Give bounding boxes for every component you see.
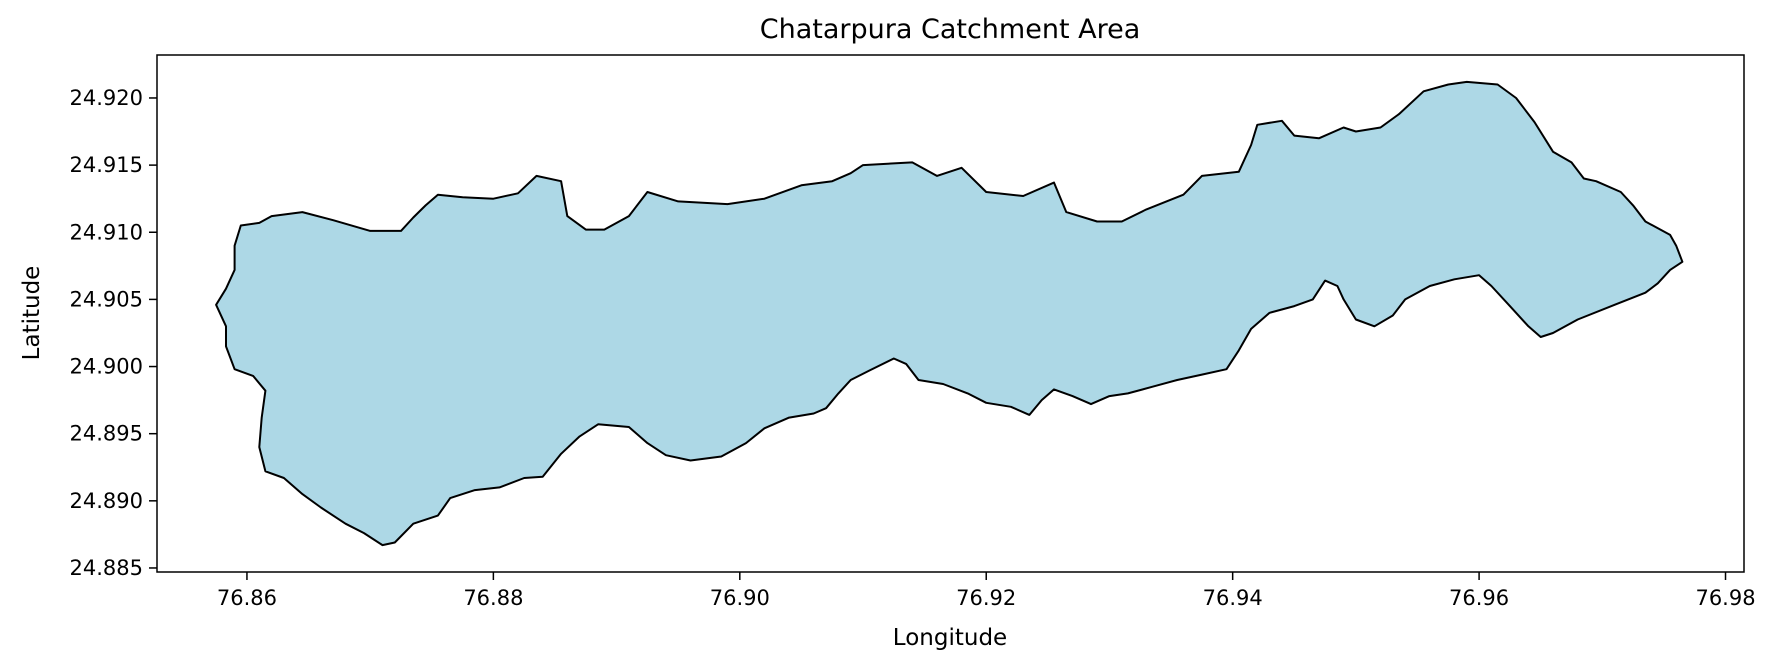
y-tick-label: 24.920 [70,86,143,110]
x-axis: 76.86 76.88 76.90 76.92 76.94 76.96 76.98 [217,572,1756,610]
catchment-area-polygon [215,80,1684,547]
y-axis-label: Latitude [19,266,45,361]
axes-frame [156,54,1745,573]
x-tick-label: 76.88 [463,586,523,610]
x-tick-label: 76.94 [1203,586,1263,610]
chart-title: Chatarpura Catchment Area [760,14,1141,45]
y-tick-label: 24.905 [70,287,143,311]
y-tick-label: 24.895 [70,422,143,446]
x-tick-label: 76.92 [956,586,1016,610]
y-tick-label: 24.885 [70,556,143,580]
y-tick-label: 24.910 [70,220,143,244]
x-axis-label: Longitude [893,625,1007,651]
plot-area [215,80,1684,547]
y-tick-label: 24.915 [70,153,143,177]
y-axis: 24.885 24.890 24.895 24.900 24.905 24.910 24.9… [70,86,157,580]
y-tick-label: 24.890 [70,489,143,513]
x-tick-label: 76.98 [1695,586,1755,610]
x-tick-label: 76.96 [1449,586,1509,610]
y-tick-label: 24.900 [70,355,143,379]
x-tick-label: 76.86 [217,586,277,610]
x-tick-label: 76.90 [710,586,770,610]
